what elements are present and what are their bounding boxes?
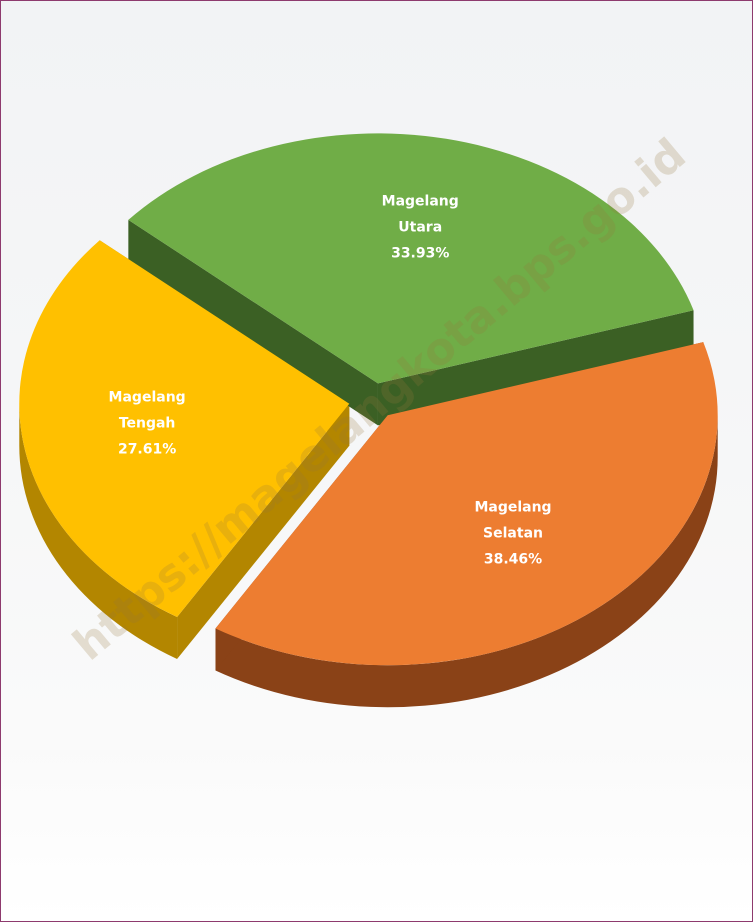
pie-side-selatan [215,415,718,708]
pie-labels: Magelang Selatan 38.46% Magelang Tengah 27.61… [109,194,552,568]
slice-label-area: Selatan [483,526,543,542]
slice-label-utara: Magelang Utara 33.93% [382,194,459,262]
pie-slice-utara [128,133,694,384]
slice-label-tengah: Magelang Tengah 27.61% [109,390,186,458]
pie-side-tengah [19,403,178,660]
pie-slice-selatan [215,342,718,666]
pie-tops [19,133,718,666]
pie-cut-tengah [177,403,350,660]
slice-label-name: Magelang [109,390,186,406]
pie-slice-tengah [19,240,350,618]
pie-cut-utara [128,219,378,426]
slice-label-area: Tengah [119,416,176,432]
slice-label-selatan: Magelang Selatan 38.46% [474,500,551,568]
slice-label-name: Magelang [474,500,551,516]
pie-cut-utara [377,310,694,426]
slice-label-value: 27.61% [118,442,176,458]
slice-label-name: Magelang [382,194,459,210]
slice-label-area: Utara [398,220,442,236]
slice-label-value: 33.93% [391,246,449,262]
slice-label-value: 38.46% [484,552,542,568]
